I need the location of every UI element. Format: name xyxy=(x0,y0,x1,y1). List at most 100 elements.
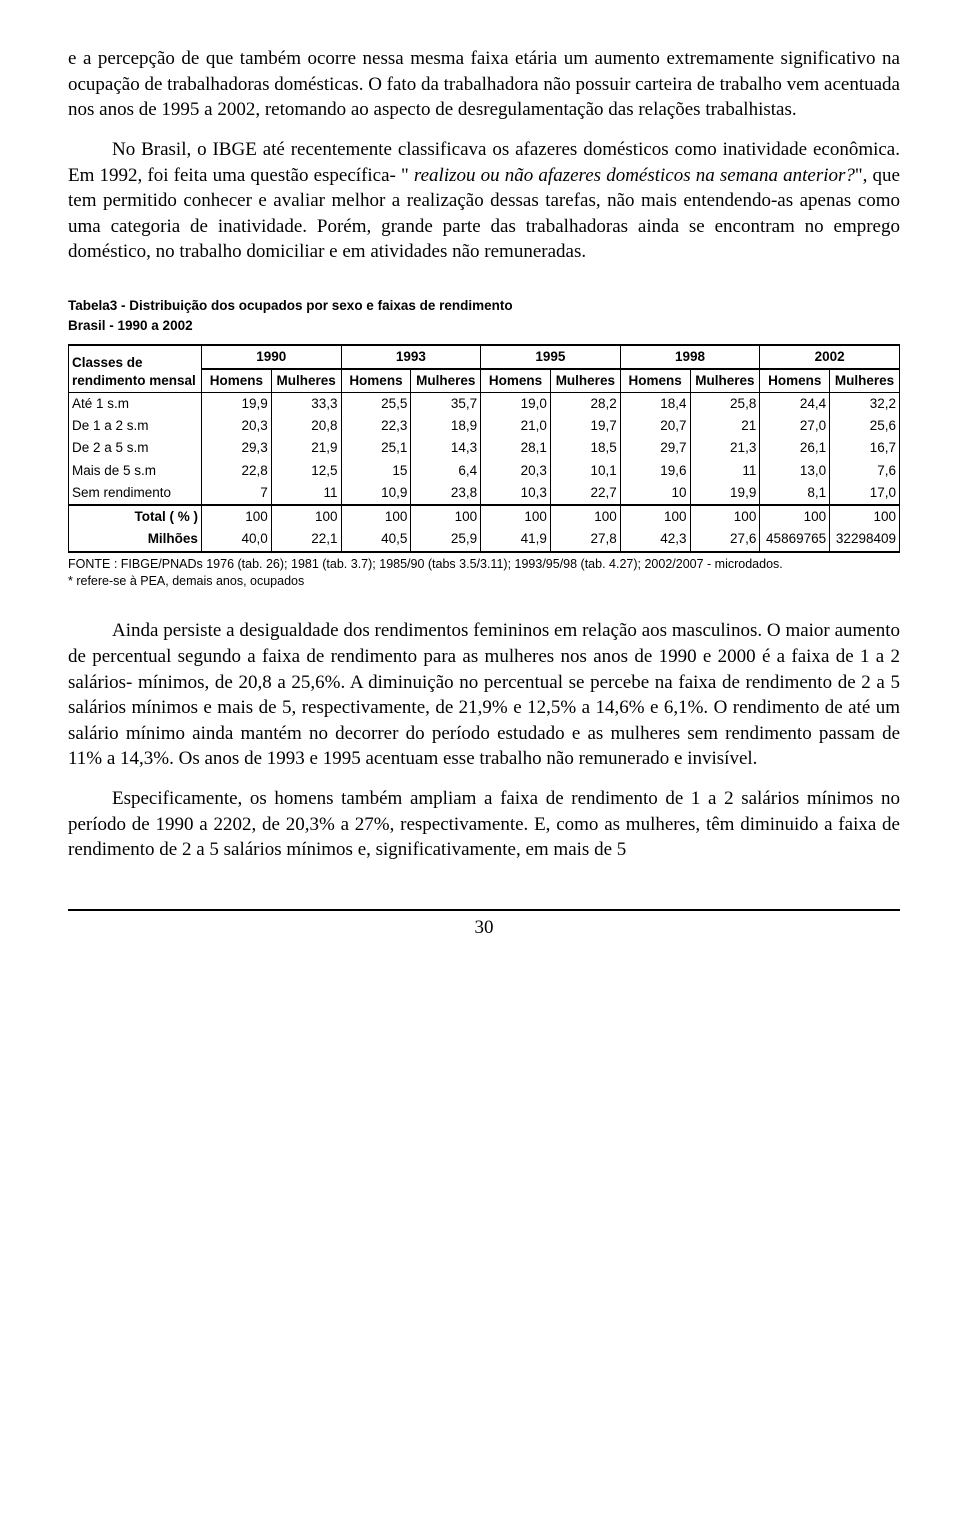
row-label: Sem rendimento xyxy=(69,482,202,505)
table-cell: 13,0 xyxy=(760,460,830,482)
table-cell: 26,1 xyxy=(760,437,830,459)
paragraph-2: No Brasil, o IBGE até recentemente class… xyxy=(68,137,900,265)
table-cell: 18,9 xyxy=(411,415,481,437)
table-cell: 27,8 xyxy=(550,528,620,551)
table-cell: 29,3 xyxy=(201,437,271,459)
paragraph-2-italic: realizou ou não afazeres domésticos na s… xyxy=(414,165,855,186)
table-cell: 40,5 xyxy=(341,528,411,551)
year-header-0: 1990 xyxy=(201,345,341,369)
table-cell: 19,6 xyxy=(620,460,690,482)
table-cell: 100 xyxy=(341,505,411,528)
row-label: Mais de 5 s.m xyxy=(69,460,202,482)
subheader: Homens xyxy=(201,369,271,393)
table-cell: 100 xyxy=(481,505,551,528)
table-cell: 27,0 xyxy=(760,415,830,437)
table-cell: 17,0 xyxy=(830,482,900,505)
row-label: Até 1 s.m xyxy=(69,393,202,416)
table-cell: 25,6 xyxy=(830,415,900,437)
table-cell: 100 xyxy=(550,505,620,528)
row-label: De 1 a 2 s.m xyxy=(69,415,202,437)
table-cell: 100 xyxy=(271,505,341,528)
subheader: Homens xyxy=(481,369,551,393)
table-cell: 7 xyxy=(201,482,271,505)
footer-rule xyxy=(68,909,900,911)
table-cell: 11 xyxy=(271,482,341,505)
table-cell: 25,1 xyxy=(341,437,411,459)
subheader: Mulheres xyxy=(411,369,481,393)
table-cell: 10 xyxy=(620,482,690,505)
table-cell: 19,9 xyxy=(201,393,271,416)
table-cell: 20,3 xyxy=(481,460,551,482)
table-cell: 21,0 xyxy=(481,415,551,437)
table-cell: 19,9 xyxy=(690,482,760,505)
table-cell: 28,2 xyxy=(550,393,620,416)
table-3-block: Tabela3 - Distribuição dos ocupados por … xyxy=(68,297,900,590)
table-title: Tabela3 - Distribuição dos ocupados por … xyxy=(68,297,900,315)
table-cell: 18,5 xyxy=(550,437,620,459)
table-cell: 25,5 xyxy=(341,393,411,416)
totals-label: Total ( % ) xyxy=(69,505,202,528)
table-cell: 100 xyxy=(690,505,760,528)
table-cell: 25,8 xyxy=(690,393,760,416)
table-note: * refere-se à PEA, demais anos, ocupados xyxy=(68,573,900,590)
subheader: Mulheres xyxy=(550,369,620,393)
subheader: Mulheres xyxy=(830,369,900,393)
table-cell: 15 xyxy=(341,460,411,482)
row-label: De 2 a 5 s.m xyxy=(69,437,202,459)
table-cell: 7,6 xyxy=(830,460,900,482)
table-cell: 40,0 xyxy=(201,528,271,551)
paragraph-4: Especificamente, os homens também amplia… xyxy=(68,786,900,863)
paragraph-3: Ainda persiste a desigualdade dos rendim… xyxy=(68,618,900,772)
table-cell: 10,3 xyxy=(481,482,551,505)
table-cell: 22,3 xyxy=(341,415,411,437)
table-cell: 19,7 xyxy=(550,415,620,437)
table-cell: 21 xyxy=(690,415,760,437)
table-cell: 20,3 xyxy=(201,415,271,437)
table-source: FONTE : FIBGE/PNADs 1976 (tab. 26); 1981… xyxy=(68,556,900,573)
table-cell: 24,4 xyxy=(760,393,830,416)
table-subtitle: Brasil - 1990 a 2002 xyxy=(68,317,900,335)
subheader: Mulheres xyxy=(690,369,760,393)
table-cell: 20,8 xyxy=(271,415,341,437)
table-cell: 42,3 xyxy=(620,528,690,551)
paragraph-1: e a percepção de que também ocorre nessa… xyxy=(68,46,900,123)
table-cell: 27,6 xyxy=(690,528,760,551)
subheader: Mulheres xyxy=(271,369,341,393)
table-cell: 22,1 xyxy=(271,528,341,551)
year-header-2: 1995 xyxy=(481,345,621,369)
income-distribution-table: Classes de rendimento mensal 1990 1993 1… xyxy=(68,344,900,553)
page-number: 30 xyxy=(68,915,900,941)
table-cell: 6,4 xyxy=(411,460,481,482)
table-cell: 23,8 xyxy=(411,482,481,505)
year-header-1: 1993 xyxy=(341,345,481,369)
table-cell: 10,1 xyxy=(550,460,620,482)
table-cell: 35,7 xyxy=(411,393,481,416)
table-cell: 29,7 xyxy=(620,437,690,459)
table-cell: 16,7 xyxy=(830,437,900,459)
table-cell: 32,2 xyxy=(830,393,900,416)
table-cell: 100 xyxy=(620,505,690,528)
table-cell: 8,1 xyxy=(760,482,830,505)
table-cell: 22,8 xyxy=(201,460,271,482)
table-cell: 28,1 xyxy=(481,437,551,459)
table-cell: 45869765 xyxy=(760,528,830,551)
table-cell: 22,7 xyxy=(550,482,620,505)
table-cell: 100 xyxy=(201,505,271,528)
table-cell: 11 xyxy=(690,460,760,482)
table-cell: 33,3 xyxy=(271,393,341,416)
table-cell: 100 xyxy=(760,505,830,528)
table-cell: 20,7 xyxy=(620,415,690,437)
table-cell: 10,9 xyxy=(341,482,411,505)
table-cell: 21,9 xyxy=(271,437,341,459)
table-cell: 100 xyxy=(830,505,900,528)
table-cell: 19,0 xyxy=(481,393,551,416)
row-header-label: Classes de rendimento mensal xyxy=(69,345,202,393)
table-cell: 12,5 xyxy=(271,460,341,482)
subheader: Homens xyxy=(341,369,411,393)
table-cell: 14,3 xyxy=(411,437,481,459)
table-cell: 32298409 xyxy=(830,528,900,551)
subheader: Homens xyxy=(620,369,690,393)
subheader: Homens xyxy=(760,369,830,393)
table-cell: 18,4 xyxy=(620,393,690,416)
year-header-4: 2002 xyxy=(760,345,900,369)
